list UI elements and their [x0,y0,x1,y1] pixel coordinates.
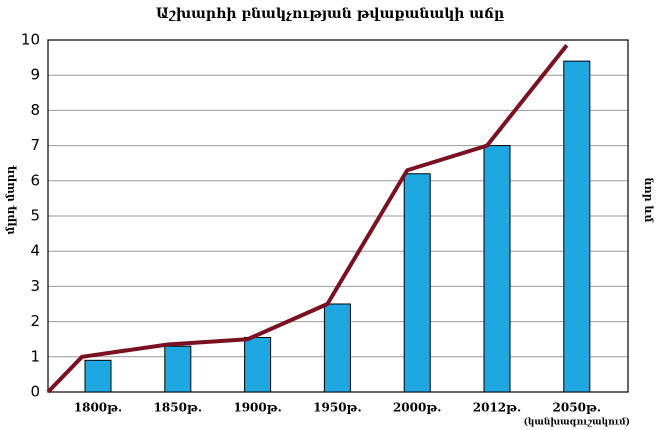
x-tick-label: 1900թ. [233,401,282,415]
bar [164,345,192,393]
y-tick-label: 2 [30,312,40,330]
x-tick-label: 2050թ. [553,401,602,415]
bar [244,336,272,393]
bar [323,303,351,393]
y-tick-label: 6 [30,171,40,189]
chart-title: Աշխարհի բնակչության թվաքանակի աճը [156,6,504,22]
y-tick-label: 1 [30,347,40,365]
y-tick-label: 0 [30,383,40,401]
y-tick-label: 8 [30,101,40,119]
bar [483,145,511,393]
x-tick-label: 2000թ. [393,401,442,415]
y-tick-label: 3 [30,277,40,295]
y2-axis-label: նոր ևմ [642,178,655,223]
bar [563,60,591,393]
bar [84,359,112,393]
y-axis-label: մլրդ մարդ [4,165,17,234]
forecast-note: (կանխագուշակում) [524,417,630,428]
bar [403,173,431,393]
x-tick-label: 1850թ. [154,401,203,415]
x-tick-label: 1950թ. [313,401,362,415]
y-tick-label: 4 [30,242,40,260]
x-tick-label: 1800թ. [74,401,123,415]
x-tick-label: 2012թ. [473,401,522,415]
y-tick-label: 10 [21,31,40,49]
y-tick-label: 9 [30,66,40,84]
y-tick-label: 7 [30,136,40,154]
line [46,44,569,394]
y-tick-label: 5 [30,207,40,225]
